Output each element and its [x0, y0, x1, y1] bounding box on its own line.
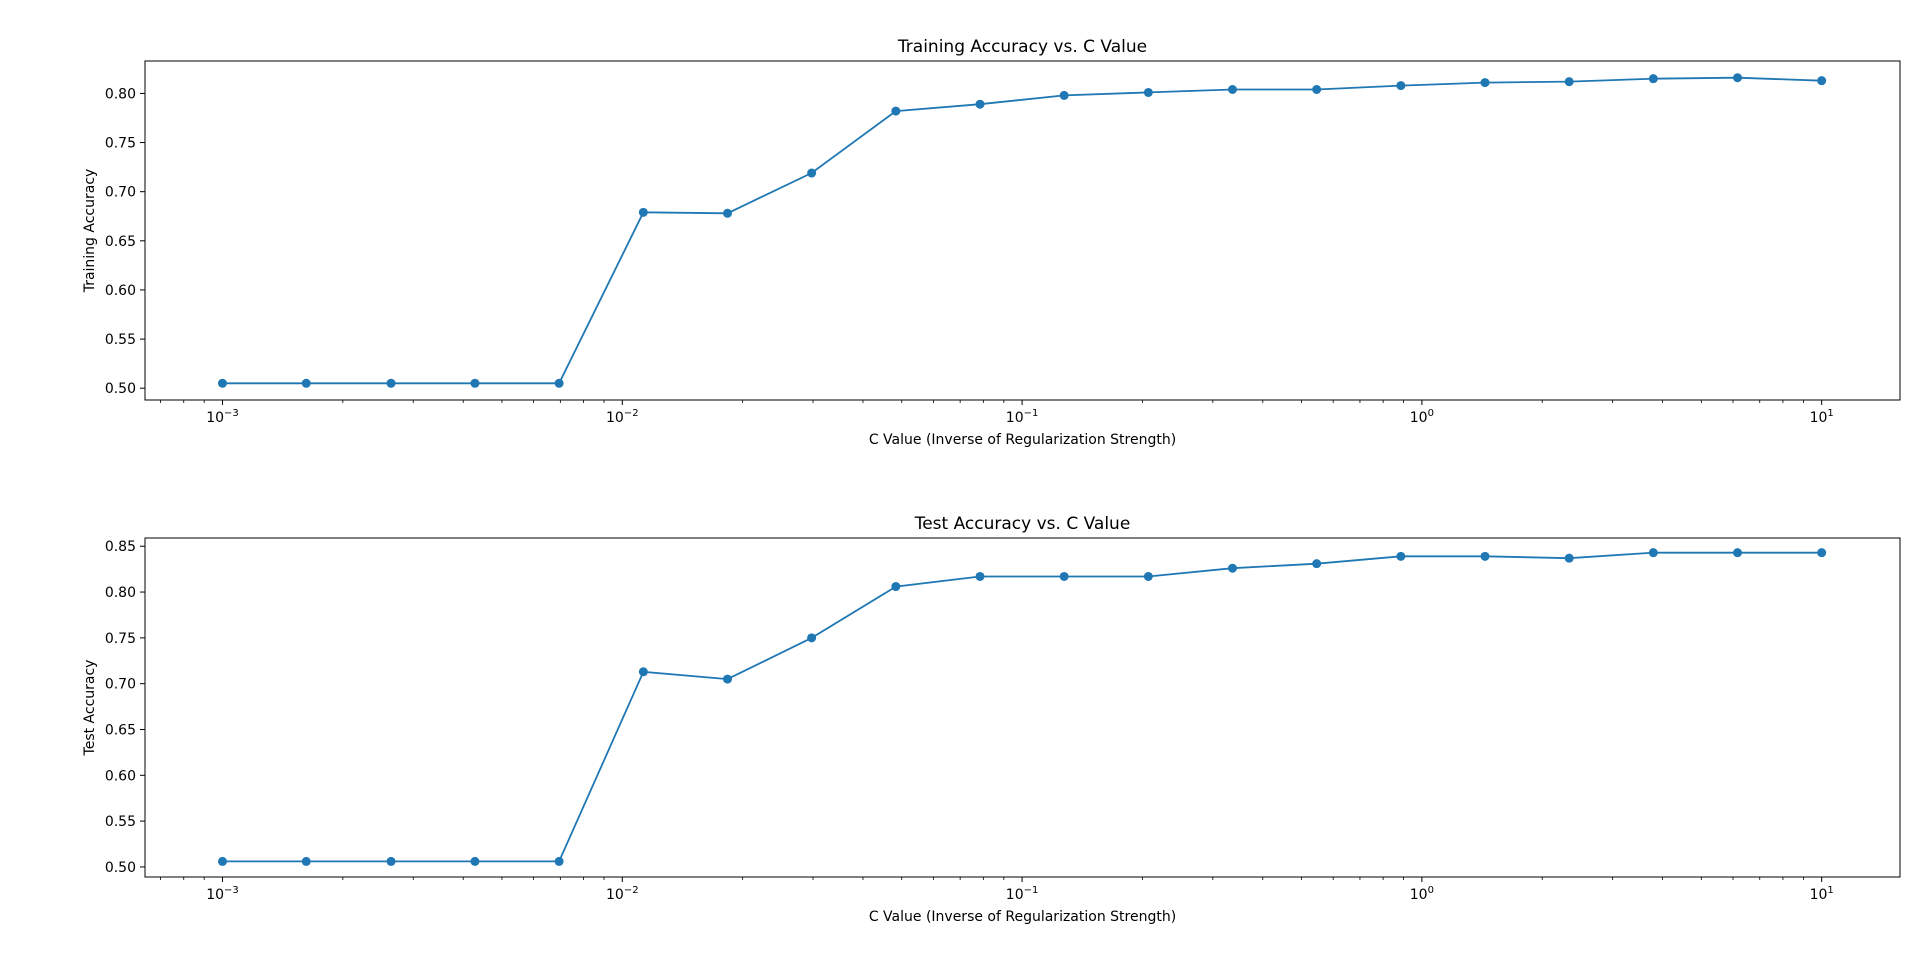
x-tick-exponent: −3 [224, 885, 239, 896]
data-point [638, 207, 648, 217]
x-tick-label: 101 [1810, 408, 1834, 426]
data-point [807, 168, 817, 178]
axes-frame [144, 537, 1901, 878]
data-point [722, 208, 732, 218]
x-tick-exponent: −1 [1024, 408, 1039, 419]
data-point [807, 633, 817, 643]
x-tick-label: 10−2 [606, 885, 639, 903]
y-tick-label: 0.65 [105, 722, 136, 738]
data-point [1480, 551, 1490, 561]
x-tick-base: 10 [1006, 410, 1024, 426]
x-tick-exponent: 1 [1827, 408, 1833, 419]
data-point [470, 856, 480, 866]
data-point [217, 856, 227, 866]
y-tick-label: 0.55 [105, 332, 136, 348]
y-tick-label: 0.50 [105, 860, 136, 876]
data-point [554, 378, 564, 388]
x-tick-label: 100 [1410, 408, 1434, 426]
data-point [891, 582, 901, 592]
y-axis-label: Training Accuracy [82, 169, 98, 294]
data-point [301, 856, 311, 866]
data-point [1312, 84, 1322, 94]
y-tick-label: 0.60 [105, 283, 136, 299]
data-point [386, 856, 396, 866]
x-tick-exponent: −2 [624, 408, 639, 419]
data-point [1059, 571, 1069, 581]
x-tick-base: 10 [1810, 887, 1828, 903]
data-point [1817, 76, 1827, 86]
data-point [1648, 548, 1658, 558]
y-tick-label: 0.80 [105, 86, 136, 102]
data-point [722, 674, 732, 684]
axes-frame [144, 60, 1901, 401]
data-point [1564, 553, 1574, 563]
x-tick-label: 10−3 [206, 408, 239, 426]
data-point [470, 378, 480, 388]
data-point [638, 667, 648, 677]
series-line [222, 551, 1822, 863]
x-tick-exponent: 0 [1428, 408, 1434, 419]
test-accuracy-panel: Test Accuracy vs. C Value C Value (Inver… [82, 514, 1901, 925]
training-accuracy-panel: Training Accuracy vs. C Value C Value (I… [82, 37, 1901, 448]
data-point [891, 106, 901, 116]
data-point [1648, 74, 1658, 84]
data-point [1312, 559, 1322, 569]
data-point [1733, 548, 1743, 558]
y-tick-label: 0.75 [105, 631, 136, 647]
x-tick-exponent: 0 [1428, 885, 1434, 896]
y-tick-label: 0.55 [105, 814, 136, 830]
series-line [222, 76, 1822, 385]
x-tick-label: 10−1 [1006, 408, 1039, 426]
data-point [1817, 548, 1827, 558]
x-tick-exponent: 1 [1827, 885, 1833, 896]
data-point [1228, 563, 1238, 573]
x-tick-exponent: −1 [1024, 885, 1039, 896]
x-tick-label: 101 [1810, 885, 1834, 903]
x-tick-label: 10−1 [1006, 885, 1039, 903]
x-tick-base: 10 [606, 410, 624, 426]
x-tick-base: 10 [606, 887, 624, 903]
x-tick-base: 10 [1410, 887, 1428, 903]
y-tick-label: 0.85 [105, 539, 136, 555]
data-point [975, 571, 985, 581]
data-point [1059, 90, 1069, 100]
data-point [1396, 551, 1406, 561]
chart-title: Test Accuracy vs. C Value [914, 514, 1131, 534]
data-point [1143, 571, 1153, 581]
y-axis-label: Test Accuracy [82, 660, 98, 757]
y-tick-label: 0.75 [105, 136, 136, 152]
x-tick-exponent: −3 [224, 408, 239, 419]
data-point [975, 99, 985, 109]
y-tick-label: 0.70 [105, 185, 136, 201]
data-point [1480, 78, 1490, 88]
x-tick-label: 10−2 [606, 408, 639, 426]
y-tick-label: 0.70 [105, 677, 136, 693]
x-tick-label: 10−3 [206, 885, 239, 903]
data-point [217, 378, 227, 388]
x-tick-label: 100 [1410, 885, 1434, 903]
x-axis-label: C Value (Inverse of Regularization Stren… [869, 432, 1176, 448]
data-point [1143, 87, 1153, 97]
y-tick-label: 0.50 [105, 381, 136, 397]
data-point [1396, 81, 1406, 91]
data-point [1228, 84, 1238, 94]
x-tick-base: 10 [1810, 410, 1828, 426]
y-tick-label: 0.80 [105, 585, 136, 601]
y-tick-label: 0.65 [105, 234, 136, 250]
x-tick-base: 10 [206, 887, 224, 903]
x-tick-exponent: −2 [624, 885, 639, 896]
x-tick-base: 10 [206, 410, 224, 426]
y-tick-label: 0.60 [105, 768, 136, 784]
data-point [1733, 73, 1743, 83]
data-point [1564, 77, 1574, 87]
data-point [554, 856, 564, 866]
x-axis-label: C Value (Inverse of Regularization Stren… [869, 909, 1176, 925]
data-point [386, 378, 396, 388]
x-tick-base: 10 [1410, 410, 1428, 426]
x-tick-base: 10 [1006, 887, 1024, 903]
chart-title: Training Accuracy vs. C Value [897, 37, 1147, 57]
data-point [301, 378, 311, 388]
